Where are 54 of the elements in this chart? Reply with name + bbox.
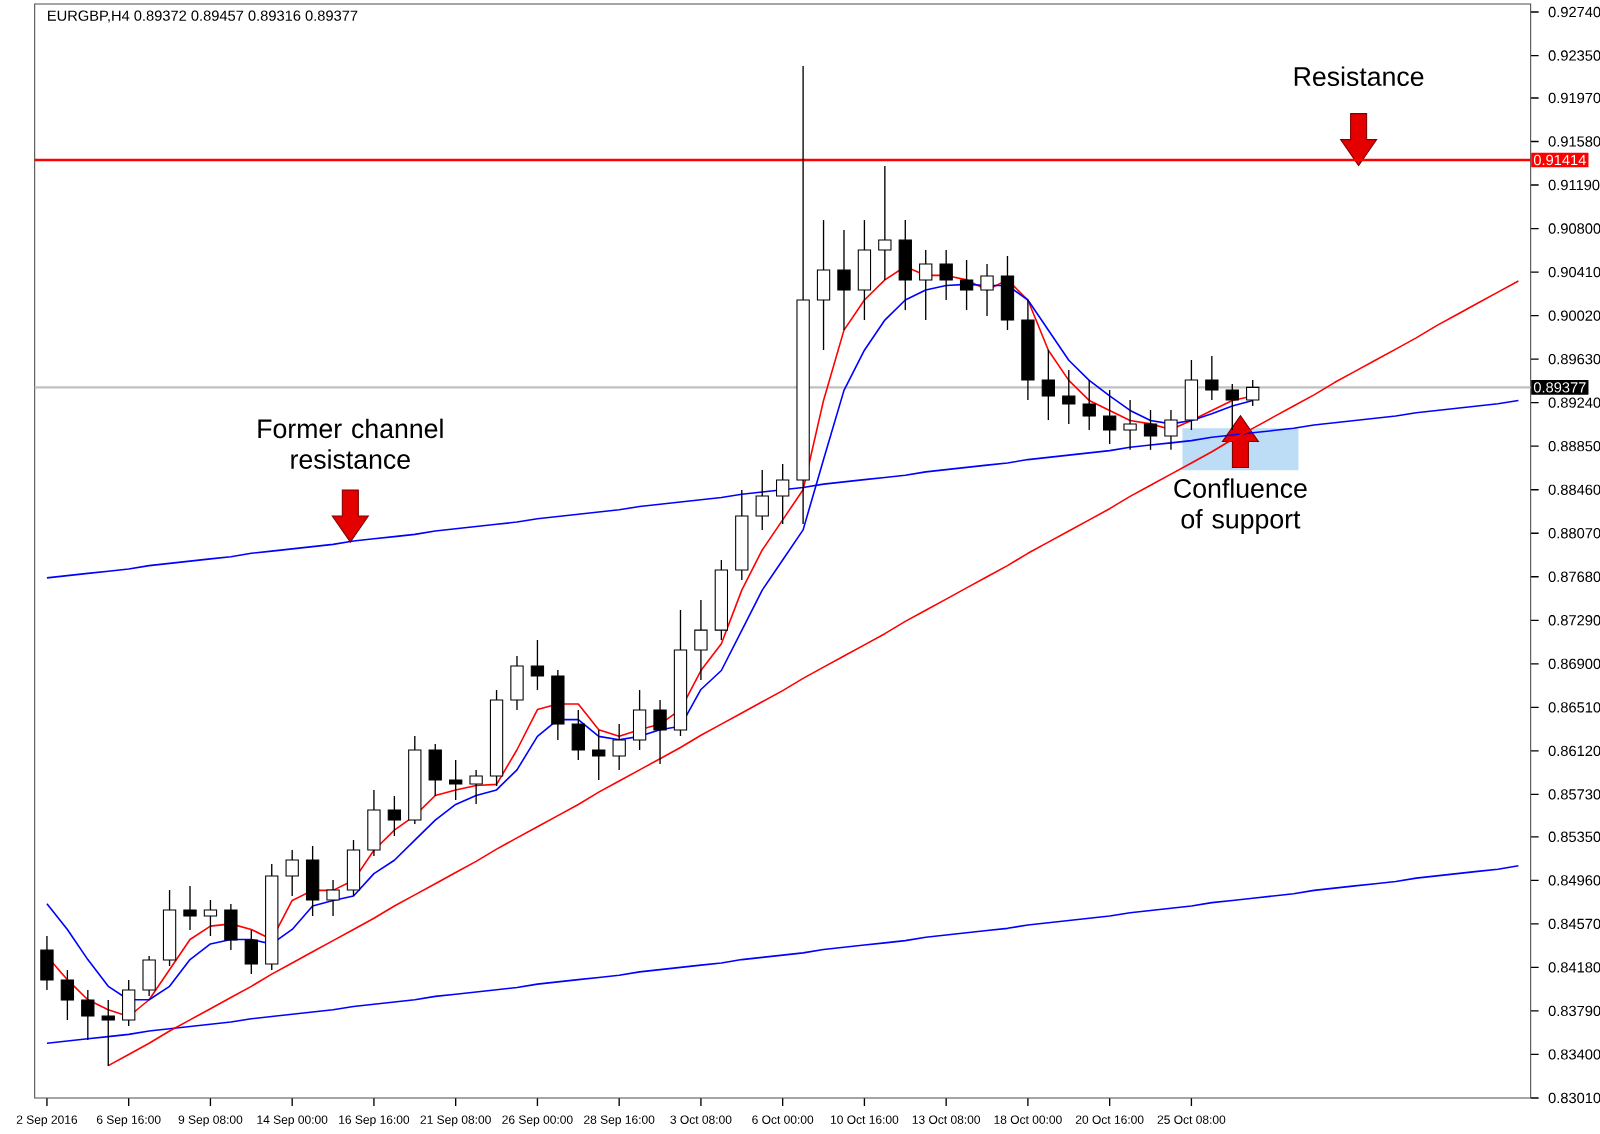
candlestick: [1205, 355, 1219, 401]
candlestick: [449, 759, 463, 801]
candlestick: [101, 999, 115, 1067]
candlestick: [1041, 349, 1056, 421]
candlestick: [203, 899, 218, 937]
candlestick: [224, 903, 238, 951]
candlestick: [653, 699, 667, 765]
candlestick: [632, 689, 647, 751]
candlestick: [980, 263, 994, 317]
candlestick: [40, 935, 54, 991]
candlestick: [81, 989, 95, 1041]
candlestick: [775, 463, 790, 525]
candlestick: [1062, 369, 1076, 425]
candlestick: [305, 845, 320, 917]
candlestick: [592, 729, 606, 781]
candlestick: [694, 599, 708, 681]
candlestick: [530, 639, 545, 691]
candlestick: [1102, 389, 1117, 445]
candlestick: [285, 849, 299, 897]
candlestick: [1143, 409, 1158, 451]
candlestick: [346, 839, 361, 897]
candlestick: [1225, 383, 1239, 431]
candlestick: [816, 219, 831, 351]
candlestick: [510, 655, 524, 711]
annotation: Former channel resistance: [258, 418, 443, 469]
candlestick: [60, 969, 75, 1021]
candlestick: [755, 469, 769, 531]
candlestick: [367, 789, 381, 857]
candlestick: [122, 979, 136, 1027]
candlestick: [428, 743, 442, 797]
annotation: Confluence of support: [1174, 478, 1307, 534]
candlestick: [878, 165, 892, 281]
candlestick: [919, 249, 933, 321]
candlestick: [142, 955, 156, 997]
candlestick: [387, 795, 402, 837]
candlestick: [1246, 379, 1260, 407]
candlestick: [1123, 399, 1137, 451]
candlestick: [857, 219, 872, 321]
candlestick: [1082, 379, 1096, 431]
candlestick: [1164, 409, 1178, 451]
candlestick: [939, 249, 953, 301]
line-series: [107, 280, 1520, 1067]
candlestick: [612, 723, 626, 771]
candlestick: [183, 885, 197, 931]
candlestick: [326, 879, 340, 917]
candlestick: [571, 709, 585, 761]
candlestick: [244, 929, 258, 975]
annotation: Resistance: [1294, 66, 1424, 86]
candlestick: [959, 259, 974, 311]
candlestick: [1184, 359, 1199, 431]
candlestick: [837, 229, 851, 331]
candlestick: [1000, 255, 1015, 331]
candlestick: [898, 219, 912, 311]
candlestick: [469, 769, 483, 805]
